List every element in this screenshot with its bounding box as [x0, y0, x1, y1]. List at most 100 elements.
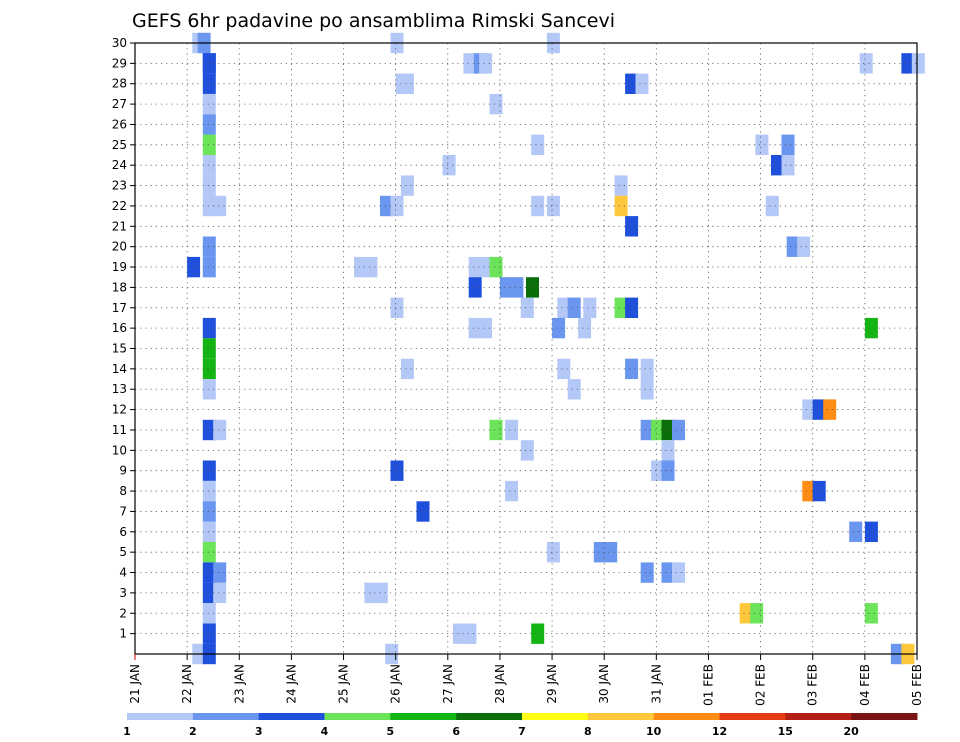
y-tick-label: 11	[112, 423, 127, 437]
y-tick-label: 6	[119, 525, 127, 539]
y-tick-label: 23	[112, 179, 127, 193]
heatmap-cell	[635, 73, 649, 94]
heatmap-cell	[202, 195, 216, 217]
colorbar-swatch	[258, 713, 325, 720]
heatmap-cell	[739, 603, 753, 624]
heatmap-cell	[661, 419, 675, 441]
y-tick-label: 12	[112, 403, 127, 417]
heatmap-cell	[864, 521, 878, 542]
chart-title: GEFS 6hr padavine po ansamblima Rimski S…	[132, 10, 615, 32]
heatmap-cell	[750, 603, 764, 624]
heatmap-cell	[546, 542, 560, 563]
colorbar-label: 10	[646, 725, 662, 738]
heatmap-cell	[187, 256, 201, 278]
heatmap-cell	[505, 480, 519, 502]
heatmap-cell	[489, 419, 503, 441]
heatmap-cell	[202, 419, 216, 441]
heatmap-cell	[593, 542, 607, 563]
colorbar-label: 5	[386, 725, 394, 738]
colorbar-label: 6	[452, 725, 460, 738]
heatmap-cell	[213, 419, 227, 441]
colorbar-swatch	[324, 713, 391, 720]
x-tick-label: 31 JAN	[649, 664, 663, 704]
heatmap-cell	[202, 155, 216, 176]
y-tick-label: 7	[119, 504, 127, 518]
y-tick-label: 1	[119, 627, 127, 641]
heatmap-cell	[202, 501, 216, 522]
y-tick-label: 19	[112, 260, 127, 274]
x-tick-label: 27 JAN	[441, 664, 455, 704]
colorbar-swatch	[587, 713, 655, 720]
heatmap-cell	[781, 155, 795, 176]
heatmap-cell	[400, 358, 414, 380]
heatmap-cell	[468, 256, 482, 278]
heatmap-cell	[567, 297, 581, 318]
heatmap-cell	[864, 603, 878, 624]
heatmap-cell	[786, 236, 800, 257]
heatmap-cell	[505, 419, 519, 441]
heatmap-cell	[625, 216, 639, 237]
y-tick-label: 25	[112, 138, 127, 152]
heatmap-cell	[672, 419, 685, 441]
colorbar-label: 20	[844, 725, 860, 738]
y-axis-ticks: 1234567891011121314151617181920212223242…	[112, 36, 135, 641]
heatmap-cell	[354, 256, 367, 278]
colorbar-swatch	[390, 713, 457, 720]
x-tick-label: 21 JAN	[128, 664, 142, 704]
y-tick-label: 4	[119, 566, 127, 580]
heatmap-cell	[640, 358, 654, 380]
x-tick-label: 25 JAN	[337, 664, 351, 704]
colorbar-swatch	[653, 713, 720, 720]
heatmap-cell	[849, 521, 863, 542]
heatmap-cell	[614, 175, 628, 196]
x-tick-label: 30 JAN	[597, 664, 611, 704]
colorbar-label: 7	[518, 725, 526, 738]
heatmap-cells	[187, 32, 925, 665]
heatmap-cell	[859, 53, 873, 74]
heatmap-cell	[781, 134, 795, 155]
colorbar-swatch	[719, 713, 786, 720]
y-tick-label: 14	[112, 362, 127, 376]
heatmap-cell	[510, 277, 524, 298]
colorbar-legend: 1 2 3 4 5 6 7 8 10 12 15 20	[123, 713, 918, 738]
colorbar-label: 8	[584, 725, 592, 738]
heatmap-cell	[604, 542, 618, 563]
heatmap-cell	[864, 317, 878, 339]
heatmap-cell	[479, 256, 493, 278]
heatmap-cell	[202, 114, 216, 135]
heatmap-cell	[202, 562, 216, 583]
heatmap-cell	[802, 480, 816, 502]
heatmap-cell	[625, 73, 639, 94]
y-tick-label: 9	[119, 464, 127, 478]
x-tick-label: 03 FEB	[806, 664, 820, 706]
heatmap-cell	[911, 53, 925, 74]
y-tick-label: 30	[112, 36, 127, 50]
y-tick-label: 28	[112, 77, 127, 91]
heatmap-cell	[802, 399, 816, 420]
heatmap-cell	[468, 317, 482, 339]
heatmap-cell	[661, 460, 675, 481]
heatmap-cell	[202, 256, 216, 278]
heatmap-cell	[552, 317, 566, 339]
colorbar-swatch	[192, 713, 260, 720]
y-tick-label: 2	[119, 606, 127, 620]
heatmap-cell	[520, 440, 534, 461]
heatmap-cell	[202, 93, 216, 115]
x-tick-label: 01 FEB	[701, 664, 715, 706]
heatmap-cell	[526, 277, 539, 298]
y-tick-label: 3	[119, 586, 127, 600]
heatmap-cell	[202, 53, 216, 74]
heatmap-cell	[614, 195, 628, 217]
heatmap-cell	[202, 603, 216, 624]
y-tick-label: 5	[119, 545, 127, 559]
colorbar-label: 12	[712, 725, 727, 738]
colorbar-swatch	[785, 713, 852, 720]
heatmap-cell	[520, 297, 534, 318]
heatmap-cell	[661, 562, 675, 583]
heatmap-cell	[202, 582, 216, 604]
colorbar-label: 4	[321, 725, 329, 738]
heatmap-cell	[442, 155, 456, 176]
colorbar-label: 2	[189, 725, 197, 738]
heatmap-cell	[812, 480, 826, 502]
